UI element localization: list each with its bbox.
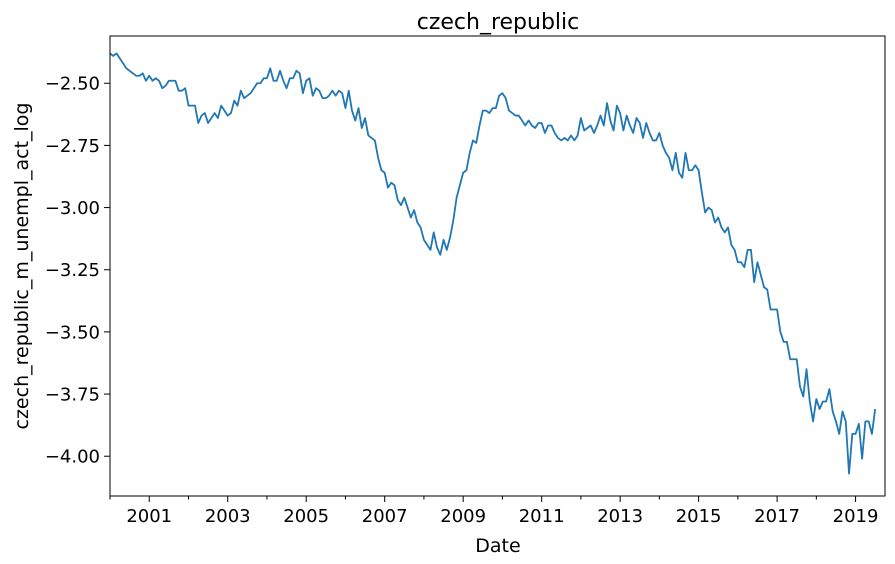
plot-frame <box>109 35 886 497</box>
y-axis-label: czech_republic_m_unempl_act_log <box>11 103 33 430</box>
x-tick-label: 2007 <box>362 506 408 527</box>
x-axis: 2001 2003 2005 2007 2009 2011 2013 2015 2017 2019 <box>109 496 879 527</box>
x-tick-label: 2001 <box>126 506 172 527</box>
y-tick-label: −3.50 <box>45 322 100 343</box>
series-line <box>109 52 877 475</box>
x-tick-label: 2019 <box>833 506 879 527</box>
y-tick-label: −2.50 <box>45 74 100 95</box>
y-tick-label: −3.75 <box>45 385 100 406</box>
y-tick-label: −3.00 <box>45 198 100 219</box>
y-tick-label: −2.75 <box>45 136 100 157</box>
y-tick-label: −4.00 <box>45 447 100 468</box>
x-tick-label: 2017 <box>754 506 800 527</box>
chart-title: czech_republic <box>417 10 580 35</box>
x-tick-label: 2013 <box>597 506 643 527</box>
x-tick-label: 2009 <box>440 506 486 527</box>
x-tick-label: 2015 <box>676 506 722 527</box>
x-axis-label: Date <box>475 535 520 557</box>
x-tick-label: 2003 <box>205 506 251 527</box>
x-tick-label: 2005 <box>283 506 329 527</box>
y-tick-label: −3.25 <box>45 260 100 281</box>
y-axis: −2.50 −2.75 −3.00 −3.25 −3.50 −3.75 −4.00 <box>45 74 110 468</box>
plot-area <box>109 52 877 475</box>
x-tick-label: 2011 <box>519 506 565 527</box>
